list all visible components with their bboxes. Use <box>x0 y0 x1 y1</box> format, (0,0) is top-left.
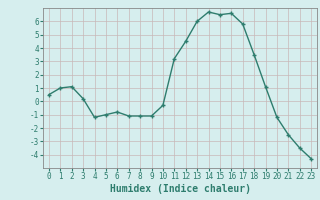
X-axis label: Humidex (Indice chaleur): Humidex (Indice chaleur) <box>109 184 251 194</box>
